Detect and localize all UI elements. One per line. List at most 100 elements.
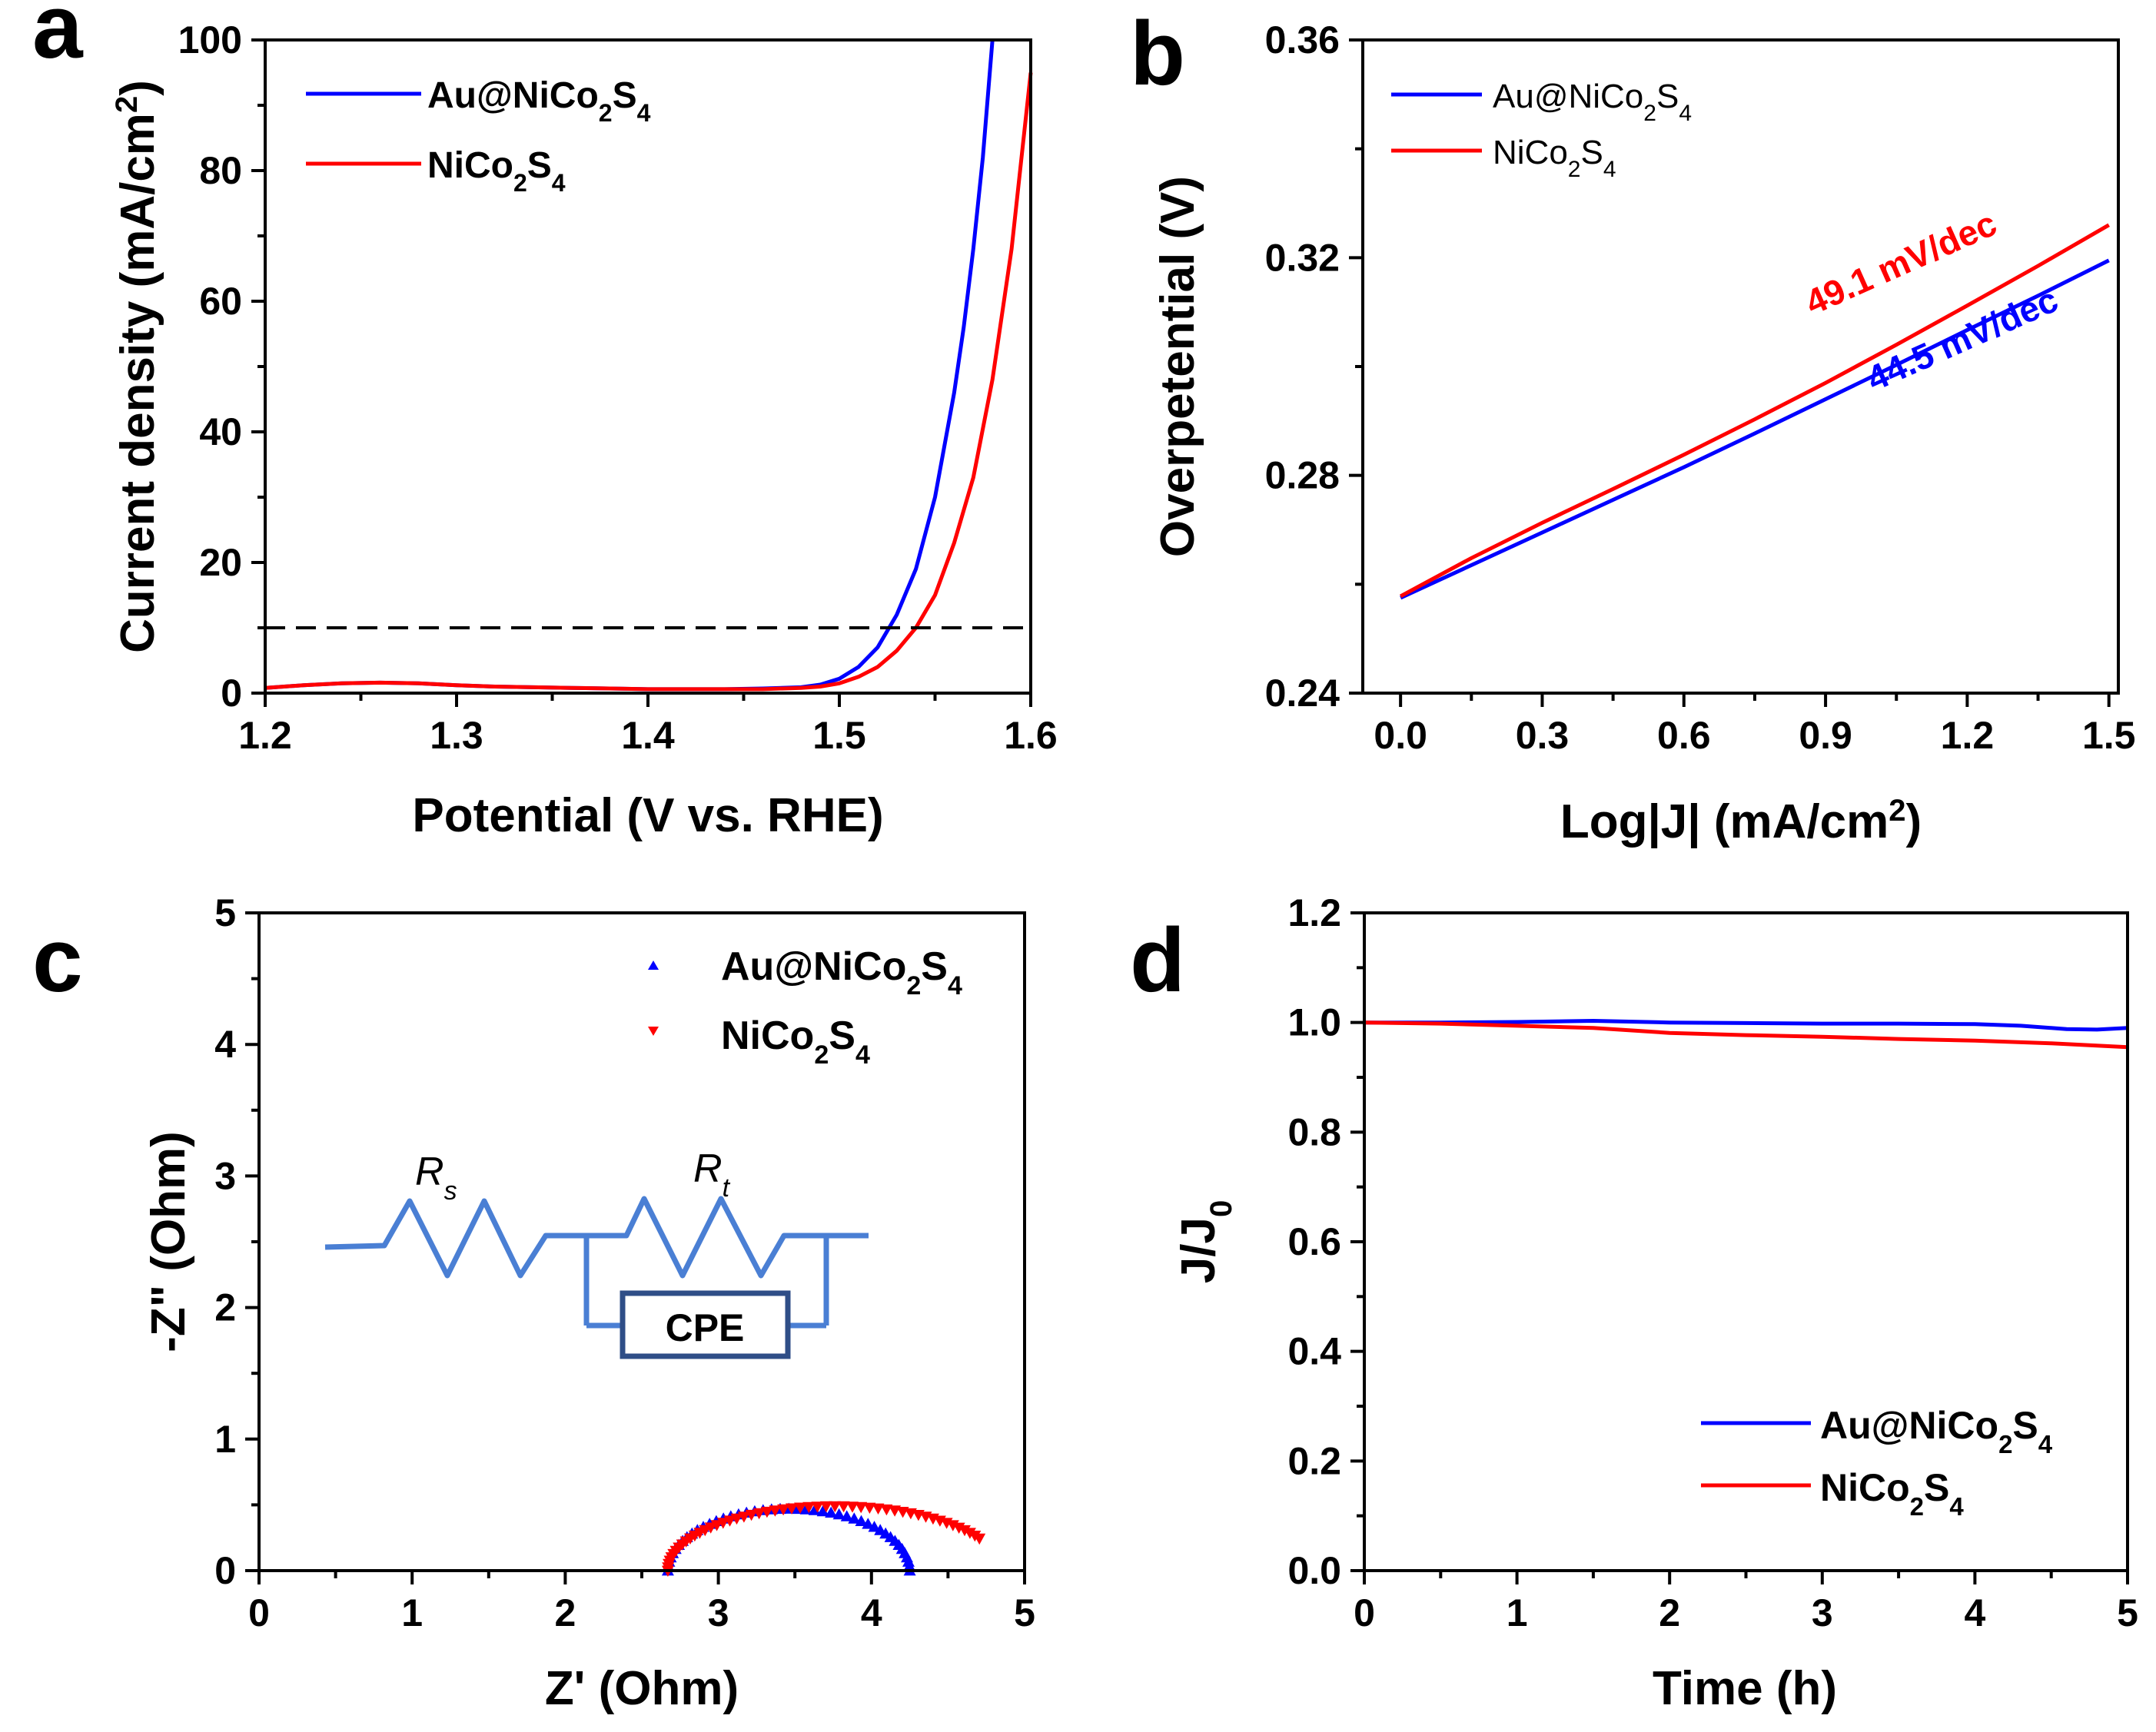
panel-d-legend: Au@NiCo2S4 NiCo2S4 [1701,1404,2053,1521]
panel-a-traces [264,39,1033,692]
panel-c-ticks: 0 1 2 3 4 5 0 1 2 3 4 5 [214,891,1035,1634]
series-line-au-nico2s4 [1364,1019,2128,1032]
y-tick-label: 0.4 [1287,1330,1341,1373]
y-tick-label: 0.6 [1287,1220,1341,1263]
panel-d-y-axis-label: J/J0 [1172,1200,1238,1283]
nyquist-point-nico2s4 [777,1504,790,1516]
y-tick-label: 100 [178,18,242,61]
panel-a-legend-label-ni: NiCo2S4 [427,145,566,197]
panel-b-frame [1361,38,2120,695]
x-tick-label: 0.3 [1516,714,1570,757]
x-tick-label: 1.6 [1004,714,1058,757]
x-tick-label: 5 [1014,1591,1035,1634]
y-tick-label: 0.0 [1287,1549,1341,1592]
circuit-rt-label: Rt [693,1146,731,1203]
panel-c-equivalent-circuit: CPE Rs Rt [324,1146,869,1359]
panel-c-frame [257,911,1026,1572]
y-tick-label: 0 [221,672,242,715]
x-tick-label: 2 [1659,1591,1680,1634]
nyquist-point-nico2s4 [730,1513,743,1525]
x-tick-label: 0.0 [1374,714,1427,757]
panel-d-legend-label-ni: NiCo2S4 [1820,1466,1964,1521]
y-tick-label: 0 [214,1549,236,1592]
panel-d-frame [1363,911,2129,1572]
circuit-resistor-rs [324,1198,586,1279]
panel-b-ticks: 0.0 0.3 0.6 0.9 1.2 1.5 0.24 0.28 0.32 0.36 [1265,18,2136,757]
panel-d-traces [1364,1019,2128,1050]
nyquist-point-au-nico2s4 [848,1512,861,1524]
panel-d: d 0 1 2 3 4 5 0.0 0.2 0.4 0.6 0.8 1.0 1.2 Time (h) J… [1130,891,2138,1715]
panel-b-legend: Au@NiCo2S4 NiCo2S4 [1391,78,1692,182]
nyquist-point-nico2s4 [855,1501,868,1514]
x-tick-label: 3 [1812,1591,1833,1634]
nyquist-point-nico2s4 [802,1501,816,1514]
nyquist-point-nico2s4 [760,1506,773,1518]
panel-b-y-axis-label: Overpetential (V) [1151,176,1204,557]
panel-d-legend-label-au: Au@NiCo2S4 [1820,1404,2053,1458]
panel-c-legend-marker-ni [648,1027,659,1036]
panel-c-markers [661,1501,986,1577]
x-tick-label: 1 [401,1591,423,1634]
nyquist-point-nico2s4 [973,1533,986,1545]
x-tick-label: 4 [1964,1591,1985,1634]
panel-b-legend-label-au: Au@NiCo2S4 [1493,78,1692,126]
nyquist-point-nico2s4 [723,1515,736,1527]
panel-b-slope-label-au: 44.5 mV/dec [1861,279,2064,399]
y-tick-label: 2 [214,1286,236,1329]
x-tick-label: 1.2 [1941,714,1995,757]
nyquist-point-nico2s4 [737,1511,750,1523]
x-tick-label: 2 [554,1591,576,1634]
panel-c-x-axis-label: Z' (Ohm) [545,1662,739,1715]
x-tick-label: 0.6 [1657,714,1711,757]
nyquist-point-au-nico2s4 [832,1508,845,1520]
x-tick-label: 3 [708,1591,729,1634]
nyquist-point-nico2s4 [769,1505,782,1517]
x-tick-label: 0 [1354,1591,1375,1634]
y-tick-label: 60 [199,280,242,323]
nyquist-point-nico2s4 [716,1518,729,1529]
series-line-au-nico2s4 [264,39,995,692]
x-tick-label: 1.5 [812,714,866,757]
series-line-nico2s4 [1364,1020,2128,1050]
nyquist-point-au-nico2s4 [868,1521,881,1532]
panel-b-traces [1400,223,2110,600]
x-tick-label: 1 [1507,1591,1528,1634]
x-tick-label: 1.4 [621,714,675,757]
nyquist-point-au-nico2s4 [855,1515,868,1526]
nyquist-point-au-nico2s4 [902,1555,915,1567]
panel-c-legend-label-au: Au@NiCo2S4 [721,944,962,1000]
panel-c-plot-area: 0 1 2 3 4 5 0 1 2 3 4 5 [214,891,1035,1634]
y-tick-label: 0.24 [1265,672,1340,715]
y-tick-label: 5 [214,891,236,934]
panel-d-ticks: 0 1 2 3 4 5 0.0 0.2 0.4 0.6 0.8 1.0 1.2 [1287,891,2138,1634]
circuit-cpe-box [620,1290,791,1359]
panel-a-legend-label-au: Au@NiCo2S4 [427,75,651,127]
y-tick-label: 80 [199,149,242,192]
y-tick-label: 1.2 [1287,891,1341,934]
y-tick-label: 0.8 [1287,1110,1341,1153]
nyquist-point-au-nico2s4 [816,1505,829,1517]
panel-c-legend: Au@NiCo2S4 NiCo2S4 [648,944,962,1070]
x-tick-label: 1.2 [238,714,292,757]
nyquist-point-nico2s4 [786,1503,798,1515]
panel-a-legend: Au@NiCo2S4 NiCo2S4 [306,75,651,197]
series-line-au-nico2s4 [1400,258,2110,600]
y-tick-label: 0.2 [1287,1439,1341,1482]
panel-b: b 0.0 0.3 0.6 0.9 1.2 1.5 0.24 0.28 0.32 0.36 Log… [1130,3,2135,849]
nyquist-point-nico2s4 [811,1501,824,1513]
panel-label-b: b [1130,3,1185,105]
panel-label-d: d [1130,910,1185,1011]
panel-c-legend-label-ni: NiCo2S4 [721,1014,870,1070]
nyquist-point-au-nico2s4 [840,1510,853,1521]
x-tick-label: 5 [2117,1591,2138,1634]
nyquist-point-au-nico2s4 [862,1518,875,1529]
x-tick-label: 0.9 [1799,714,1852,757]
nyquist-point-nico2s4 [863,1502,876,1514]
nyquist-point-nico2s4 [794,1502,807,1514]
circuit-resistor-rt [586,1196,869,1279]
panel-b-plot-area: 0.0 0.3 0.6 0.9 1.2 1.5 0.24 0.28 0.32 0.36 [1265,18,2136,757]
nyquist-point-nico2s4 [872,1503,885,1515]
nyquist-point-nico2s4 [846,1501,859,1513]
y-tick-label: 40 [199,410,242,453]
nyquist-point-nico2s4 [829,1501,842,1513]
